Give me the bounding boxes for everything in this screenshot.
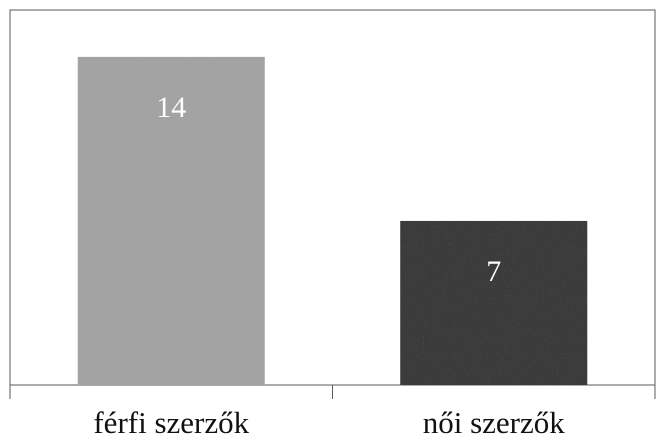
- bar-1: [77, 56, 265, 385]
- x-tick-label-2: női szerzők: [423, 405, 566, 440]
- data-label-2: 7: [486, 255, 501, 288]
- data-label-1: 14: [156, 91, 186, 124]
- bar-2: [400, 220, 588, 385]
- x-tick-label-1: férfi szerzők: [93, 405, 249, 440]
